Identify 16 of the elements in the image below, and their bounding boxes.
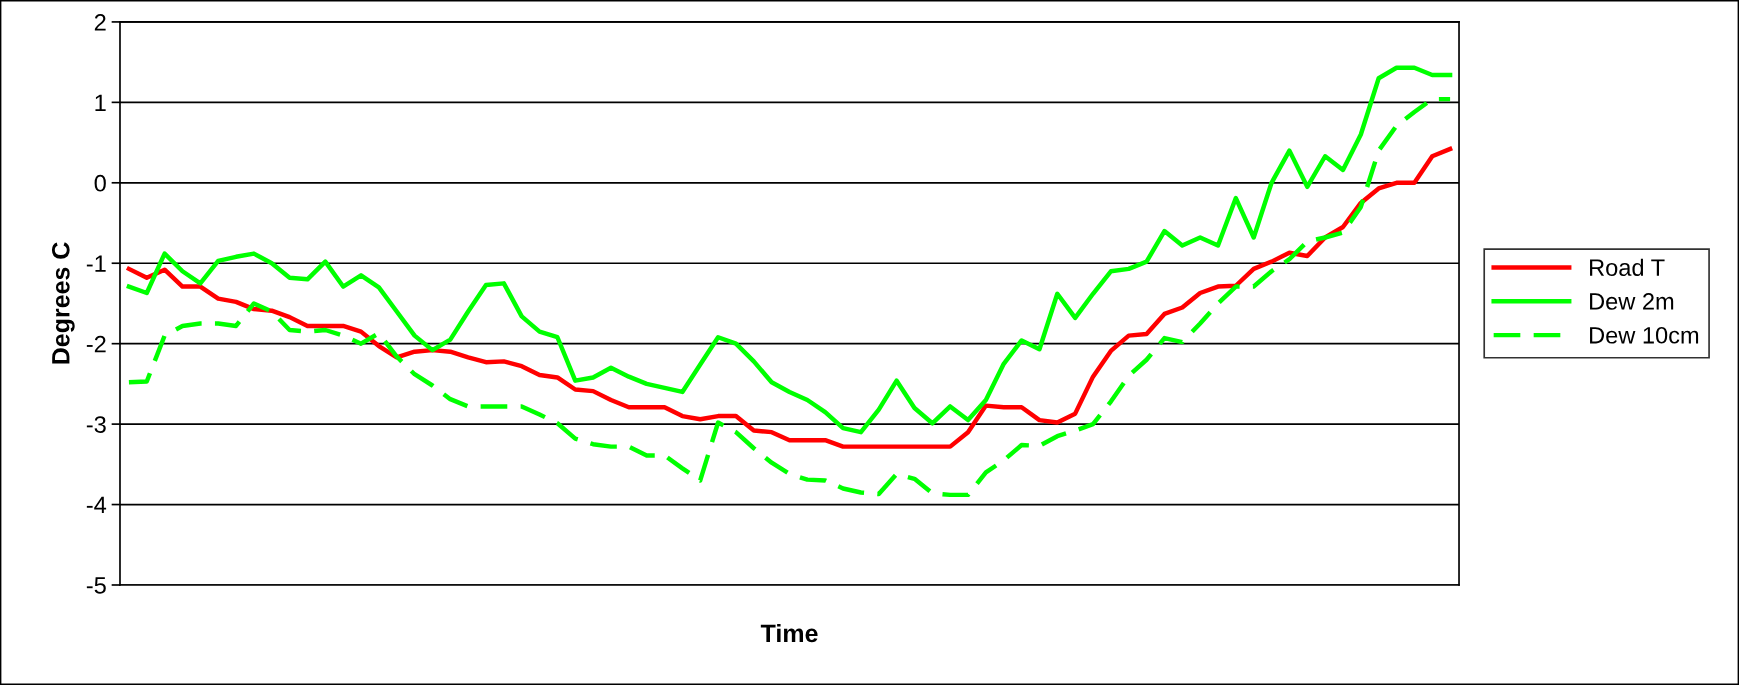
line-series [126,96,1453,498]
y-axis-title: Degrees C [51,242,75,364]
y-tick-label: -3 [86,416,106,433]
y-tick-label: -5 [86,577,106,594]
y-tick-label: -1 [86,255,106,272]
y-tick-label: 2 [94,13,106,31]
legend-label: Dew 10cm [1590,326,1699,344]
legend-label: Road T [1590,258,1665,276]
x-axis-title: Time [760,623,818,643]
y-tick-label: 0 [94,174,106,192]
y-tick-label: 1 [95,94,106,111]
line-series [126,65,1453,435]
y-tick-label: -2 [86,335,106,353]
y-tick-label: -4 [86,496,107,514]
legend-label: Dew 2m [1590,293,1674,310]
line-series [126,146,1453,449]
